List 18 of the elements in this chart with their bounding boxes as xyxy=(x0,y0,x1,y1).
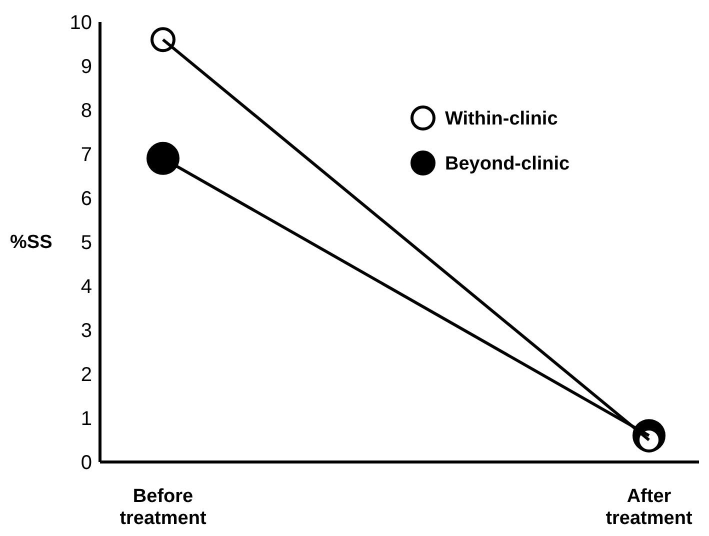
y-tick-label: 4 xyxy=(80,276,92,298)
y-tick-label: 6 xyxy=(80,188,92,210)
x-tick-label: Before treatment xyxy=(120,486,207,529)
y-tick-label: 7 xyxy=(80,144,92,166)
legend-label: Within-clinic xyxy=(445,108,558,130)
point xyxy=(146,142,180,175)
y-axis-title: %SS xyxy=(10,232,52,253)
y-tick-label: 3 xyxy=(80,320,92,342)
y-tick-label: 0 xyxy=(80,452,92,474)
y-tick-label: 8 xyxy=(80,100,92,122)
y-tick-label: 2 xyxy=(80,364,92,386)
y-tick-label: 5 xyxy=(80,232,92,254)
point xyxy=(150,27,176,52)
x-tick-label: After treatment xyxy=(606,486,693,529)
legend-label: Beyond-clinic xyxy=(445,154,570,175)
y-tick-label: 1 xyxy=(80,408,92,430)
y-tick-label: 10 xyxy=(70,12,92,34)
y-tick-label: 9 xyxy=(80,56,92,78)
